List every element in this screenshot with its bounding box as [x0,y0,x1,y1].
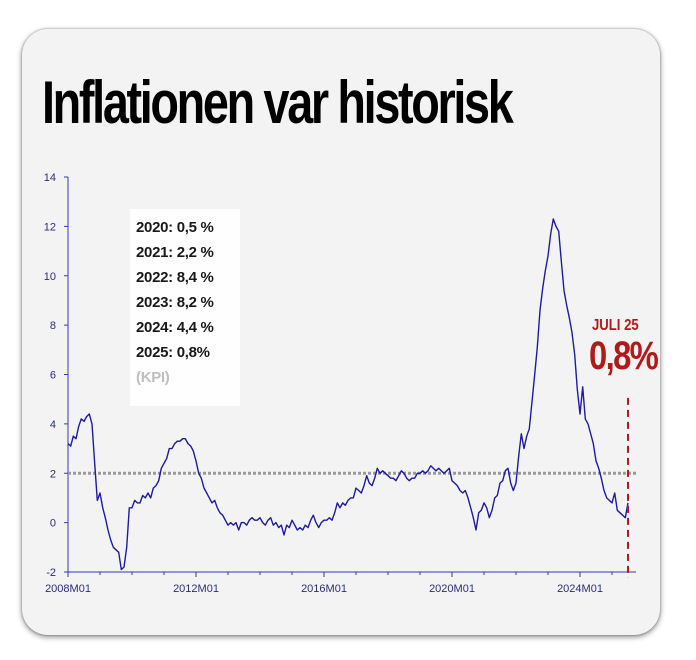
x-tick-label: 2012M01 [173,583,219,595]
y-tick-label: -2 [46,567,56,579]
source-label: (KPI) [136,369,170,386]
y-tick-label: 4 [50,419,56,431]
card-background [22,29,660,635]
y-tick-label: 8 [50,320,56,332]
x-tick-label: 2016M01 [301,583,347,595]
info-line-2025: 2025: 0,8% [136,344,210,361]
info-line-2023: 2023: 8,2 % [136,294,214,311]
x-tick-label: 2024M01 [557,583,603,595]
y-tick-label: 10 [44,271,56,283]
callout-value: 0,8% [589,334,659,378]
info-line-2020: 2020: 0,5 % [136,219,214,236]
yearly-inflation-box: 2020: 0,5 % 2021: 2,2 % 2022: 8,4 % 2023… [130,209,240,406]
y-tick-label: 0 [50,518,56,530]
page-title: Inflationen var historisk [42,69,514,136]
callout-month: JULI 25 [592,317,639,334]
y-tick-label: 12 [44,221,56,233]
info-line-2024: 2024: 4,4 % [136,319,214,336]
chart-svg: -2 0 2 4 6 8 10 12 14 2008M01 2012M01 2016M01 2020M0… [44,172,636,595]
y-tick-label: 2 [50,468,56,480]
x-tick-label: 2020M01 [429,583,475,595]
info-line-2021: 2021: 2,2 % [136,244,214,261]
y-tick-label: 14 [44,172,56,184]
y-tick-label: 6 [50,370,56,382]
inflation-series-line [67,218,629,571]
x-tick-label: 2008M01 [45,583,91,595]
inflation-chart: -2 0 2 4 6 8 10 12 14 2008M01 2012M01 2016M01 2020M0… [22,150,660,610]
info-line-2022: 2022: 8,4 % [136,269,214,286]
